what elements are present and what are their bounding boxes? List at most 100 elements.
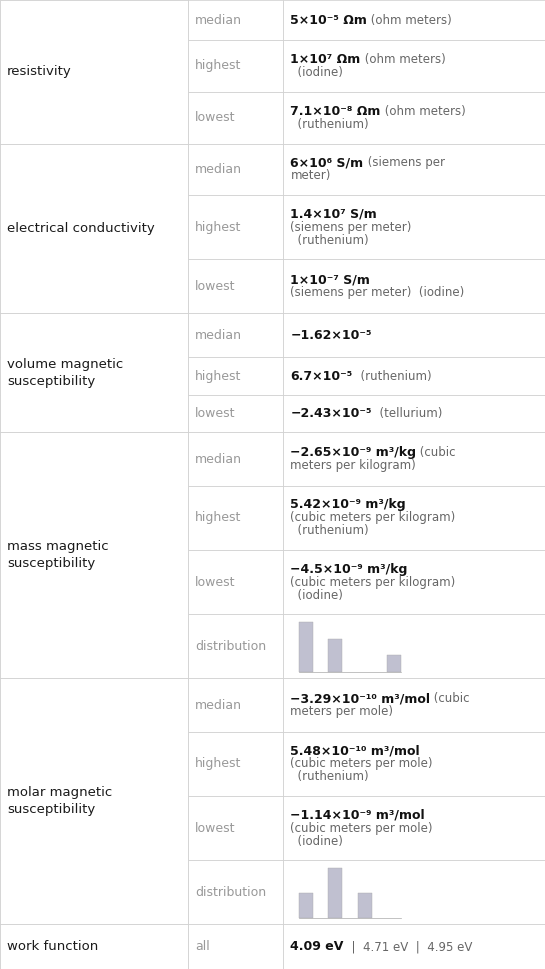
Bar [283, 143, 545, 195]
Bar [188, 143, 283, 195]
Bar [0, 432, 188, 678]
Text: (siemens per meter)  (iodine): (siemens per meter) (iodine) [290, 286, 465, 299]
Text: (ohm meters): (ohm meters) [381, 105, 465, 117]
Text: distribution: distribution [195, 886, 266, 899]
Text: 4.09 eV: 4.09 eV [290, 940, 344, 953]
Bar [0, 432, 188, 485]
Bar [0, 395, 188, 432]
Text: (siemens per meter): (siemens per meter) [290, 221, 412, 234]
Text: 5.42×10⁻⁹ m³/kg: 5.42×10⁻⁹ m³/kg [290, 498, 406, 512]
Bar [0, 143, 188, 195]
Text: meters per kilogram): meters per kilogram) [290, 459, 416, 472]
Bar [283, 0, 545, 40]
Bar [283, 550, 545, 614]
Bar [283, 40, 545, 92]
Bar [329, 639, 342, 672]
Bar [0, 614, 188, 678]
Bar [283, 260, 545, 313]
Text: −4.5×10⁻⁹ m³/kg: −4.5×10⁻⁹ m³/kg [290, 563, 408, 576]
Text: resistivity: resistivity [7, 65, 72, 78]
Text: molar magnetic
susceptibility: molar magnetic susceptibility [7, 787, 112, 817]
Text: (cubic: (cubic [431, 692, 470, 705]
Bar [188, 395, 283, 432]
Bar [188, 195, 283, 260]
Bar [188, 432, 283, 485]
Bar [188, 614, 283, 678]
Text: (iodine): (iodine) [290, 66, 343, 78]
Text: (ruthenium): (ruthenium) [290, 524, 369, 538]
Text: (ruthenium): (ruthenium) [290, 117, 369, 131]
Bar [188, 260, 283, 313]
Text: lowest: lowest [195, 280, 235, 293]
Bar [283, 395, 545, 432]
Text: highest: highest [195, 59, 241, 73]
Bar [188, 732, 283, 797]
Text: 6.7×10⁻⁵: 6.7×10⁻⁵ [290, 370, 353, 383]
Text: lowest: lowest [195, 822, 235, 834]
Bar [329, 868, 342, 918]
Bar [188, 485, 283, 550]
Bar [0, 40, 188, 92]
Bar [283, 614, 545, 678]
Text: median: median [195, 328, 242, 342]
Bar [0, 924, 188, 969]
Bar [188, 797, 283, 860]
Text: (cubic: (cubic [416, 446, 456, 459]
Text: median: median [195, 14, 242, 26]
Bar [283, 92, 545, 143]
Bar [188, 0, 283, 40]
Bar [0, 0, 188, 40]
Text: (cubic meters per kilogram): (cubic meters per kilogram) [290, 512, 456, 524]
Bar [188, 40, 283, 92]
Text: (cubic meters per mole): (cubic meters per mole) [290, 758, 433, 770]
Text: (ruthenium): (ruthenium) [290, 234, 369, 247]
Text: (tellurium): (tellurium) [372, 407, 443, 421]
Bar [0, 313, 188, 432]
Text: volume magnetic
susceptibility: volume magnetic susceptibility [7, 358, 123, 388]
Text: (ohm meters): (ohm meters) [361, 53, 445, 66]
Text: 5×10⁻⁵ Ωm: 5×10⁻⁵ Ωm [290, 14, 367, 26]
Text: 6×10⁶ S/m: 6×10⁶ S/m [290, 156, 364, 170]
Text: 1×10⁻⁷ S/m: 1×10⁻⁷ S/m [290, 273, 370, 286]
Text: −2.65×10⁻⁹ m³/kg: −2.65×10⁻⁹ m³/kg [290, 446, 416, 459]
Bar [0, 732, 188, 797]
Bar [188, 678, 283, 732]
Text: (ruthenium): (ruthenium) [290, 770, 369, 784]
Text: highest: highest [195, 758, 241, 770]
Bar [188, 313, 283, 358]
Text: (iodine): (iodine) [290, 588, 343, 602]
Bar [283, 924, 545, 969]
Bar [0, 924, 188, 969]
Bar [0, 0, 188, 143]
Bar [0, 143, 188, 313]
Bar [299, 893, 313, 918]
Bar [358, 893, 372, 918]
Text: −3.29×10⁻¹⁰ m³/mol: −3.29×10⁻¹⁰ m³/mol [290, 692, 431, 705]
Bar [188, 358, 283, 395]
Text: median: median [195, 699, 242, 711]
Bar [283, 313, 545, 358]
Bar [387, 655, 401, 672]
Text: (iodine): (iodine) [290, 834, 343, 848]
Text: (ohm meters): (ohm meters) [367, 14, 452, 26]
Text: highest: highest [195, 221, 241, 234]
Text: electrical conductivity: electrical conductivity [7, 222, 155, 234]
Bar [188, 92, 283, 143]
Text: work function: work function [7, 940, 98, 953]
Bar [188, 860, 283, 924]
Text: meter): meter) [290, 170, 331, 182]
Text: mass magnetic
susceptibility: mass magnetic susceptibility [7, 541, 108, 571]
Text: 1.4×10⁷ S/m: 1.4×10⁷ S/m [290, 207, 377, 221]
Bar [0, 678, 188, 924]
Text: |  4.71 eV  |  4.95 eV: | 4.71 eV | 4.95 eV [344, 940, 472, 953]
Bar [188, 550, 283, 614]
Bar [283, 485, 545, 550]
Bar [283, 432, 545, 485]
Bar [0, 550, 188, 614]
Bar [0, 797, 188, 860]
Text: highest: highest [195, 370, 241, 383]
Text: (ruthenium): (ruthenium) [353, 370, 431, 383]
Text: −1.62×10⁻⁵: −1.62×10⁻⁵ [290, 328, 372, 342]
Text: −2.43×10⁻⁵: −2.43×10⁻⁵ [290, 407, 372, 421]
Bar [0, 92, 188, 143]
